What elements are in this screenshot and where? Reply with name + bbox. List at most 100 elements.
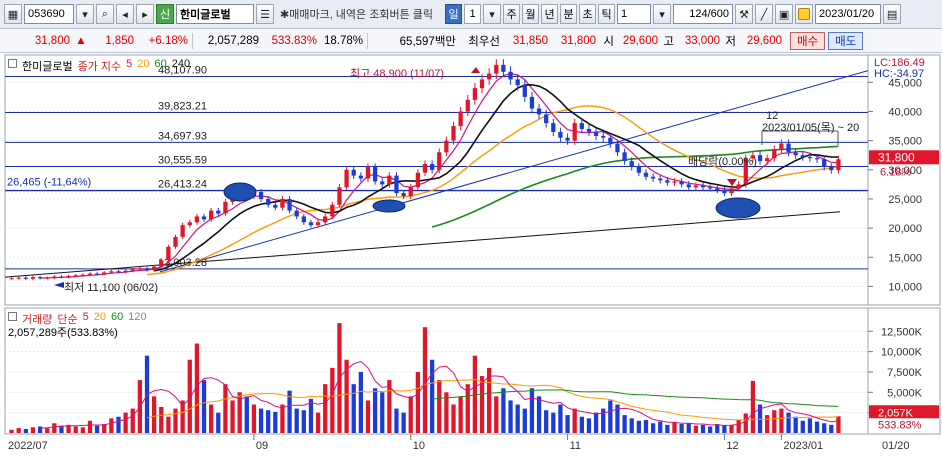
period-tick[interactable]: 틱	[598, 4, 616, 24]
calendar-icon[interactable]: ▤	[883, 4, 902, 24]
candle-body	[501, 64, 506, 72]
volume-ma-5-line	[40, 360, 839, 429]
period-week[interactable]: 주	[503, 4, 521, 24]
reference-line-label: 26,465 (-11,64%)	[7, 176, 91, 188]
volume-bar	[380, 392, 385, 433]
candle-body	[822, 159, 827, 167]
candle-body	[323, 216, 328, 223]
volume-axis-label: 12,500K	[881, 326, 923, 338]
candle-body	[814, 158, 820, 160]
candle-body	[487, 73, 492, 80]
volume-bar	[415, 371, 421, 433]
candle-body	[665, 180, 670, 183]
date-input[interactable]: 2023/01/20	[815, 4, 882, 24]
volume-bar	[536, 396, 542, 433]
low-price: 29,600	[746, 34, 782, 47]
volume-bar	[422, 327, 428, 433]
chart-menu-icon[interactable]: ▦	[4, 4, 22, 24]
code-dropdown-icon[interactable]: ▾	[76, 4, 94, 24]
volume-bar	[814, 421, 820, 433]
candle-body	[658, 178, 663, 181]
period-minute[interactable]: 분	[560, 4, 578, 24]
price-pane[interactable]	[4, 54, 869, 306]
candle-body	[836, 159, 841, 171]
volume-bar	[622, 415, 627, 433]
volume-bar	[123, 412, 128, 433]
volume-bar	[37, 426, 43, 433]
legend-checkbox[interactable]	[8, 312, 17, 321]
candle-body	[37, 277, 43, 279]
volume-bar	[294, 408, 299, 433]
period-day[interactable]: 일	[445, 4, 463, 24]
volume-bar	[707, 426, 713, 433]
candle-body	[45, 277, 50, 279]
candle-body	[765, 158, 770, 162]
day-volume: 2,057,289	[207, 34, 259, 47]
candle-body	[394, 175, 399, 194]
volume-bar	[508, 400, 513, 433]
legend-ma-20: 20	[137, 58, 150, 70]
volume-bar	[258, 408, 264, 433]
volume-bar	[273, 411, 278, 433]
x-axis-label: 2023/01	[783, 440, 823, 452]
sell-button[interactable]: 매도	[828, 31, 864, 50]
volume-axis-label: 5,000K	[887, 387, 923, 399]
candle-body	[743, 158, 748, 185]
period-second[interactable]: 초	[579, 4, 597, 24]
period-day-dropdown-icon[interactable]: ▾	[483, 4, 502, 24]
volume-bar	[451, 404, 456, 433]
candle-body	[515, 79, 520, 86]
tick-dropdown-icon[interactable]: ▾	[653, 4, 672, 24]
current-price-tag	[869, 150, 939, 165]
stock-code-input[interactable]: 053690	[24, 4, 74, 24]
candle-body	[472, 88, 478, 100]
volume-bar	[715, 424, 720, 433]
legend-checkbox[interactable]	[8, 59, 17, 68]
volume-bar	[251, 404, 257, 433]
indicator-icon[interactable]: ⚒	[735, 4, 754, 24]
volume-bar	[487, 367, 492, 433]
volume-bar	[779, 408, 784, 433]
candle-body	[337, 187, 342, 205]
candle-body	[458, 111, 463, 127]
ma-60-line	[431, 145, 839, 228]
period-year[interactable]: 년	[541, 4, 559, 24]
stock-chart[interactable]: 48,107.90 39,823.21 34,697.93 30,555.59 26,4…	[0, 53, 942, 458]
price-axis-label: 40,000	[888, 106, 922, 118]
candle-body	[137, 268, 143, 270]
candle-body	[579, 123, 584, 129]
candle-body	[9, 278, 14, 280]
buy-button[interactable]: 매수	[790, 31, 826, 50]
volume-bar	[836, 416, 841, 433]
candle-body	[294, 210, 299, 217]
candle-body	[522, 85, 527, 97]
chart-area[interactable]: 48,107.90 39,823.21 34,697.93 30,555.59 26,4…	[0, 53, 942, 458]
lock-icon[interactable]	[795, 4, 814, 24]
volume-bar	[800, 420, 805, 433]
volume-bar	[173, 408, 178, 433]
volume-bar	[586, 418, 592, 433]
volume-bar	[494, 396, 499, 433]
long-trend-line	[4, 211, 841, 278]
high-marker-icon	[471, 67, 480, 73]
stock-name-field[interactable]: 한미글로벌	[176, 4, 254, 24]
candle-body	[330, 204, 335, 217]
list-icon[interactable]: ☰	[256, 4, 274, 24]
prev-stock-icon[interactable]: ◂	[116, 4, 134, 24]
candle-body	[757, 155, 763, 162]
price-axis-label: 35,000	[888, 136, 922, 148]
level-label: 48,107.90	[158, 64, 207, 76]
volume-bar	[608, 400, 613, 433]
trade-amount: 65,597백만	[399, 35, 456, 48]
volume-bar	[323, 384, 328, 433]
period-month[interactable]: 월	[522, 4, 540, 24]
tick-value-input[interactable]: 1	[617, 4, 652, 24]
x-axis-label: 01/20	[882, 440, 910, 452]
period-day-count[interactable]: 1	[464, 4, 482, 24]
search-icon[interactable]: ⌕	[96, 4, 114, 24]
data-count-field[interactable]: 124/600	[673, 4, 734, 24]
drawing-tool-icon[interactable]: ╱	[755, 4, 774, 24]
candle-body	[558, 131, 563, 138]
next-stock-icon[interactable]: ▸	[136, 4, 154, 24]
save-icon[interactable]: ▣	[775, 4, 794, 24]
